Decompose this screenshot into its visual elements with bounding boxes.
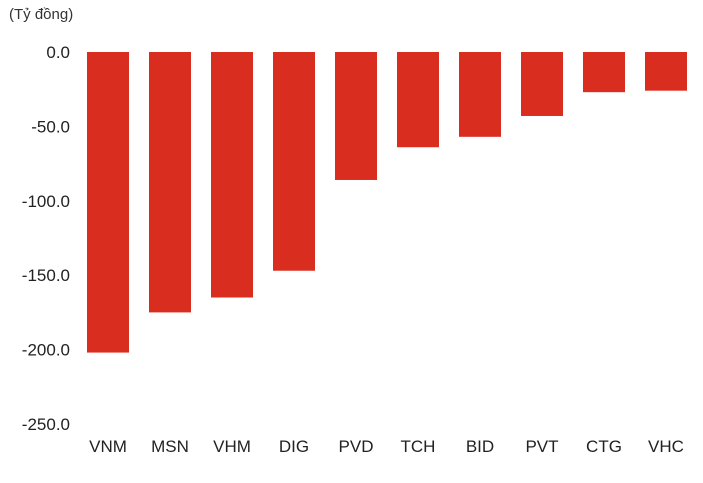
y-unit-label: (Tỷ đồng)	[9, 6, 74, 23]
bar-ctg	[583, 52, 625, 93]
x-tick-label: VHM	[213, 437, 251, 456]
y-tick-label: -50.0	[31, 117, 70, 136]
x-tick-label: VNM	[89, 437, 127, 456]
x-tick-label: DIG	[279, 437, 309, 456]
x-tick-label: PVD	[339, 437, 374, 456]
bar-vhm	[211, 52, 253, 298]
x-tick-label: MSN	[151, 437, 189, 456]
x-tick-label: PVT	[525, 437, 558, 456]
y-tick-label: -150.0	[22, 266, 70, 285]
bar-vhc	[645, 52, 687, 91]
y-tick-label: -200.0	[22, 341, 70, 360]
x-tick-label: BID	[466, 437, 494, 456]
y-tick-label: -250.0	[22, 415, 70, 434]
bar-vnm	[87, 52, 129, 353]
y-tick-label: 0.0	[46, 43, 70, 62]
x-tick-label: TCH	[401, 437, 436, 456]
bar-pvd	[335, 52, 377, 180]
x-tick-label: CTG	[586, 437, 622, 456]
bar-pvt	[521, 52, 563, 116]
bar-dig	[273, 52, 315, 271]
x-tick-label: VHC	[648, 437, 684, 456]
bar-bid	[459, 52, 501, 137]
y-tick-label: -100.0	[22, 192, 70, 211]
bar-msn	[149, 52, 191, 313]
bar-tch	[397, 52, 439, 148]
